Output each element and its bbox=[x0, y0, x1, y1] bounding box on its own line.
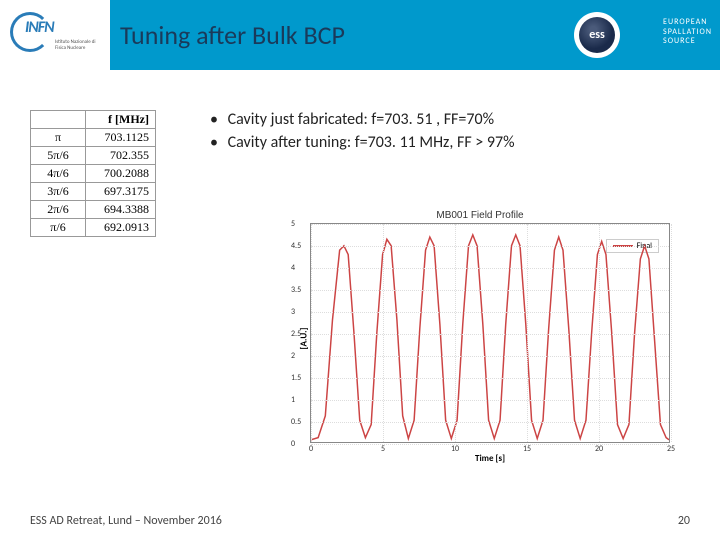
footer-text: ESS AD Retreat, Lund – November 2016 bbox=[30, 514, 222, 528]
header-bar: INFN Istituto Nazionale di Fisica Nuclea… bbox=[0, 0, 720, 70]
infn-logo-subtitle: Istituto Nazionale di Fisica Nucleare bbox=[55, 40, 100, 51]
bullet-item: Cavity after tuning: f=703. 11 MHz, FF >… bbox=[210, 133, 690, 152]
chart-xtick: 20 bbox=[595, 444, 603, 454]
chart-ytick: 1.5 bbox=[291, 373, 301, 383]
chart-ytick: 2 bbox=[291, 351, 295, 361]
table-cell: π/6 bbox=[31, 219, 86, 237]
bullet-item: Cavity just fabricated: f=703. 51 , FF=7… bbox=[210, 110, 690, 129]
chart-xtick: 5 bbox=[381, 444, 385, 454]
table-cell: 700.2088 bbox=[86, 165, 156, 183]
table-row: 5π/6702.355 bbox=[31, 147, 156, 165]
chart-ytick: 4.5 bbox=[291, 241, 301, 251]
chart-plot-area: Final [A.U.] Time [s] 00.511.522.533.544… bbox=[310, 223, 670, 443]
table-cell: 697.3175 bbox=[86, 183, 156, 201]
frequency-table-zone: f [MHz] π703.11255π/6702.3554π/6700.2088… bbox=[30, 110, 185, 237]
chart-ytick: 3.5 bbox=[291, 285, 301, 295]
table-cell: 3π/6 bbox=[31, 183, 86, 201]
table-cell: π bbox=[31, 129, 86, 147]
chart-ytick: 2.5 bbox=[291, 329, 301, 339]
table-cell: 692.0913 bbox=[86, 219, 156, 237]
chart-xtick: 15 bbox=[523, 444, 531, 454]
table-row: 2π/6694.3388 bbox=[31, 201, 156, 219]
logo-left-box: INFN Istituto Nazionale di Fisica Nuclea… bbox=[0, 0, 110, 70]
table-row: π/6692.0913 bbox=[31, 219, 156, 237]
chart-ytick: 4 bbox=[291, 263, 295, 273]
chart-xlabel: Time [s] bbox=[475, 453, 505, 464]
chart-ytick: 3 bbox=[291, 307, 295, 317]
table-cell: 5π/6 bbox=[31, 147, 86, 165]
chart-ytick: 1 bbox=[291, 395, 295, 405]
chart-ytick: 5 bbox=[291, 219, 295, 229]
chart-line bbox=[311, 224, 669, 442]
table-cell: 4π/6 bbox=[31, 165, 86, 183]
ess-logo: ess bbox=[574, 12, 620, 58]
table-row: π703.1125 bbox=[31, 129, 156, 147]
ess-logo-text: EUROPEAN SPALLATION SOURCE bbox=[663, 18, 712, 47]
frequency-table: f [MHz] π703.11255π/6702.3554π/6700.2088… bbox=[30, 110, 156, 237]
table-header-mode bbox=[31, 111, 86, 129]
page-number: 20 bbox=[678, 514, 690, 528]
page-title: Tuning after Bulk BCP bbox=[120, 19, 345, 51]
chart-xtick: 0 bbox=[309, 444, 313, 454]
chart-xtick: 25 bbox=[667, 444, 675, 454]
table-header-freq: f [MHz] bbox=[86, 111, 156, 129]
footer: ESS AD Retreat, Lund – November 2016 20 bbox=[0, 514, 720, 528]
table-cell: 2π/6 bbox=[31, 201, 86, 219]
ess-logo-badge: ess bbox=[579, 17, 615, 53]
chart-ytick: 0 bbox=[291, 439, 295, 449]
chart-ytick: 0.5 bbox=[291, 417, 301, 427]
infn-logo-text: INFN bbox=[25, 18, 54, 37]
field-profile-chart: MB001 Field Profile Final [A.U.] Time [s… bbox=[290, 210, 670, 470]
header-blue: Tuning after Bulk BCP ess EUROPEAN SPALL… bbox=[110, 0, 720, 70]
infn-logo: INFN Istituto Nazionale di Fisica Nuclea… bbox=[10, 10, 100, 60]
table-row: 4π/6700.2088 bbox=[31, 165, 156, 183]
table-cell: 702.355 bbox=[86, 147, 156, 165]
table-row: 3π/6697.3175 bbox=[31, 183, 156, 201]
chart-title: MB001 Field Profile bbox=[290, 210, 670, 221]
table-cell: 703.1125 bbox=[86, 129, 156, 147]
chart-xtick: 10 bbox=[451, 444, 459, 454]
table-cell: 694.3388 bbox=[86, 201, 156, 219]
